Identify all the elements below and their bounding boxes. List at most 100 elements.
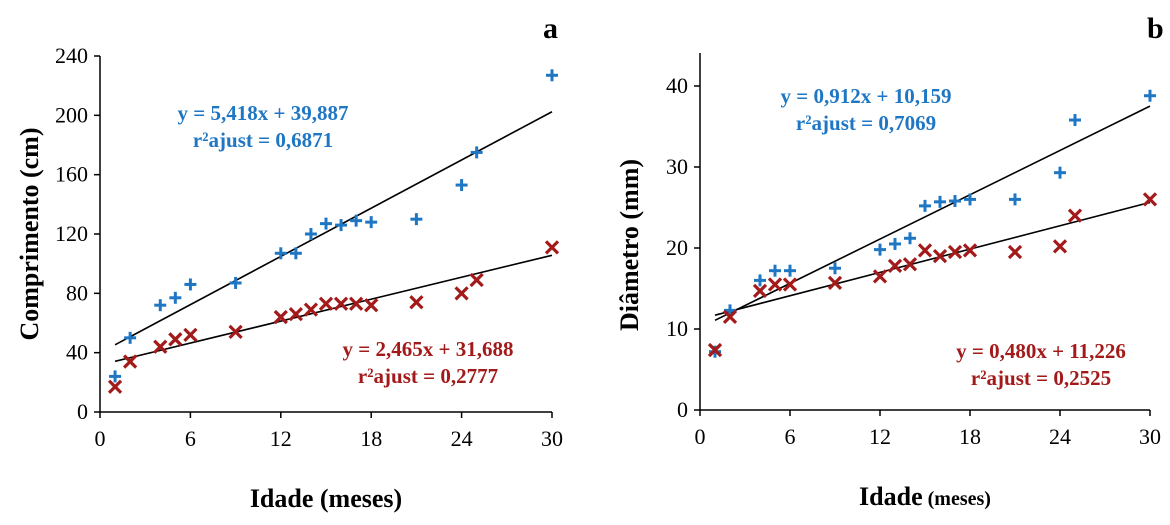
panel-b-blue-point — [829, 262, 841, 275]
panel-a-blue-r2: r²ajust = 0,6871 — [193, 128, 333, 152]
panel-b-red-point — [917, 243, 933, 258]
panel-a-y-axis-title: Comprimento (cm) — [15, 128, 44, 341]
panel-a-y-tick-label: 0 — [77, 399, 88, 424]
panel-a-red-point — [469, 272, 484, 288]
panel-a-red-equation: y = 2,465x + 31,688 — [343, 337, 514, 361]
panel-b-y-tick-label: 10 — [666, 316, 688, 341]
panel-b-blue-point — [1144, 89, 1156, 102]
panel-a-blue-point — [335, 219, 348, 232]
panel-a-blue-point — [169, 291, 182, 304]
panel-b-blue-point — [874, 243, 886, 256]
panel-b-red-point — [767, 277, 783, 292]
panel-a-red-point — [318, 296, 334, 311]
panel-a-red-point — [183, 327, 198, 342]
panel-b-y-tick-label: 20 — [666, 235, 688, 260]
panel-a-x-tick-label: 30 — [541, 426, 563, 451]
panel-b-letter: b — [1147, 12, 1164, 45]
panel-a-red-point — [333, 296, 349, 311]
panel-b-x-tick-label: 30 — [1139, 424, 1161, 449]
panel-a-trendlines — [114, 111, 553, 363]
panel-b-points — [707, 89, 1158, 358]
panel-b-red-r2: r²ajust = 0,2525 — [971, 366, 1111, 390]
panel-b-blue-point — [949, 195, 961, 208]
panel-a-blue-point — [350, 214, 363, 227]
panel-a-y-tick-label: 120 — [55, 221, 88, 246]
panel-a-red-point — [364, 298, 379, 313]
panel-a-red-r2: r²ajust = 0,2777 — [358, 364, 498, 388]
panel-b-x-axis-title: Idade (meses) — [859, 482, 991, 511]
panel-b-red-point — [872, 269, 888, 284]
panel-b-red-point — [962, 243, 978, 258]
panel-b-trendline-red — [714, 201, 1151, 316]
panel-b-blue-r2: r²ajust = 0,7069 — [796, 111, 936, 135]
panel-a-trendline-blue — [114, 111, 553, 346]
panel-b-x-ticks: 0 6 12 18 24 30 — [695, 410, 1161, 449]
panel-b-red-point — [902, 257, 918, 272]
panel-a-blue-point — [274, 247, 287, 260]
panel-a-blue-point — [546, 69, 558, 82]
panel-a-red-point — [107, 379, 123, 394]
panel-a-red-point — [303, 302, 319, 317]
panel-a-x-ticks: 0 6 12 18 24 30 — [95, 412, 563, 451]
panel-b-blue-point — [889, 237, 901, 250]
panel-b-red-point — [722, 309, 738, 324]
panel-b-y-ticks: 0 10 20 30 40 — [666, 73, 700, 422]
panel-a-x-axis-title: Idade (meses) — [250, 484, 402, 513]
panel-b-blue-equation: y = 0,912x + 10,159 — [781, 84, 952, 108]
panel-b-y-tick-label: 30 — [666, 154, 688, 179]
panel-b-red-point — [707, 342, 723, 358]
panel-b-blue-point — [919, 199, 931, 212]
panel-a-red-point — [273, 309, 288, 325]
panel-b-x-tick-label: 0 — [695, 424, 706, 449]
panel-b-blue-point — [724, 304, 736, 317]
panel-b-red-point — [1007, 244, 1023, 260]
panel-b-blue-point — [754, 274, 766, 287]
panel-a-red-point — [349, 296, 364, 311]
panel-b-blue-point — [784, 264, 796, 277]
panel-b-x-tick-label: 12 — [869, 424, 891, 449]
panel-a-red-point — [454, 286, 469, 301]
panel-a-chart: a 0 40 80 120 160 200 240 0 6 12 18 24 30 Comprimen… — [15, 12, 563, 513]
panel-a-blue-point — [365, 216, 378, 229]
panel-a-red-point — [123, 354, 138, 369]
panel-a-blue-point — [455, 179, 468, 192]
panel-b-red-equation: y = 0,480x + 11,226 — [956, 339, 1126, 363]
panel-b-blue-point — [1054, 166, 1066, 179]
panel-b-x-tick-label: 18 — [959, 424, 981, 449]
panel-a-red-point — [168, 332, 183, 347]
panel-a-y-ticks: 0 40 80 120 160 200 240 — [55, 43, 100, 424]
panel-b-trendline-blue — [714, 105, 1151, 322]
panel-b-x-tick-label: 24 — [1049, 424, 1071, 449]
panel-b-chart: b 0 10 20 30 40 0 6 12 18 24 30 Diâmetro (mm) Ida… — [615, 12, 1164, 511]
panel-a-blue-point — [109, 370, 122, 383]
panel-a-red-point — [288, 306, 303, 322]
panel-b-red-point — [1142, 192, 1158, 207]
panel-a-red-point — [153, 339, 168, 354]
panel-a-letter: a — [543, 12, 558, 45]
panel-a-blue-point — [154, 299, 167, 312]
panel-b-x-tick-label: 6 — [785, 424, 796, 449]
panel-b-red-point — [752, 283, 768, 299]
panel-a-blue-point — [184, 278, 197, 291]
panel-b-red-point — [887, 258, 903, 273]
panel-b-x-axis-title-unit: (meses) — [928, 488, 991, 510]
panel-b-blue-point — [1069, 114, 1081, 127]
panel-a-y-tick-label: 200 — [55, 102, 88, 127]
panel-a-red-point — [228, 324, 243, 340]
panel-a-blue-point — [304, 228, 317, 240]
panel-b-y-tick-label: 40 — [666, 73, 688, 98]
panel-b-blue-point — [964, 193, 976, 206]
panel-a-x-tick-label: 6 — [185, 426, 196, 451]
panel-b-y-axis-title: Diâmetro (mm) — [615, 159, 644, 331]
panel-a-blue-point — [124, 331, 137, 344]
panel-a-y-tick-label: 40 — [66, 340, 88, 365]
panel-a-x-tick-label: 0 — [95, 426, 106, 451]
panel-a-blue-point — [470, 146, 483, 159]
panel-b-x-axis-title-main: Idade — [859, 482, 923, 511]
panel-a-trendline-red — [114, 254, 553, 363]
panel-b-red-point — [782, 277, 798, 292]
panel-a-y-tick-label: 240 — [55, 43, 88, 68]
panel-b-red-point — [1067, 208, 1083, 223]
panel-a-red-point — [544, 240, 560, 255]
